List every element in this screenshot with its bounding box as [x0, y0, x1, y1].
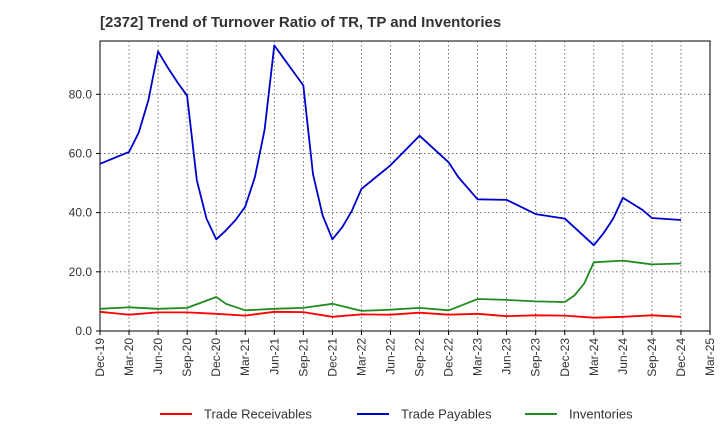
- x-tick-label: Dec-20: [209, 338, 223, 377]
- chart-title: [2372] Trend of Turnover Ratio of TR, TP…: [100, 14, 502, 31]
- series-line-trade-receivables: [99, 310, 682, 319]
- x-tick-label: Dec-19: [93, 338, 107, 377]
- y-tick-label: 40.0: [69, 206, 93, 220]
- x-tick-label: Jun-20: [151, 338, 165, 375]
- x-tick-label: Dec-21: [325, 338, 339, 377]
- y-tick-label: 20.0: [69, 265, 93, 279]
- x-tick-label: Mar-24: [587, 338, 601, 376]
- x-tick-label: Mar-25: [703, 338, 717, 376]
- x-tick-label: Sep-24: [645, 338, 659, 377]
- y-tick-label: 60.0: [69, 146, 93, 160]
- x-tick-label: Dec-24: [674, 338, 688, 377]
- x-tick-label: Jun-23: [500, 338, 514, 375]
- legend-label-trade-receivables: Trade Receivables: [204, 407, 312, 422]
- y-tick-label: 0.0: [75, 324, 92, 338]
- y-tick-label: 80.0: [69, 87, 93, 101]
- x-tick-label: Dec-23: [558, 338, 572, 377]
- x-tick-label: Jun-21: [267, 338, 281, 375]
- plot-area: [99, 40, 711, 332]
- series-line-inventories: [99, 259, 682, 312]
- series-line-trade-payables: [99, 44, 682, 247]
- x-tick-label: Mar-22: [354, 338, 368, 376]
- x-tick-label: Sep-20: [180, 338, 194, 377]
- axis-layer: Dec-19 Mar-20 Jun-20 Sep-20 Dec-20 Mar-21 Jun-…: [69, 87, 717, 376]
- series-layer: [99, 44, 682, 319]
- legend-label-trade-payables: Trade Payables: [401, 407, 492, 422]
- grid-layer: [100, 41, 710, 331]
- x-tick-label: Dec-22: [442, 338, 456, 377]
- x-tick-label: Mar-20: [122, 338, 136, 376]
- legend: Trade Receivables Trade Payables Inventori…: [160, 407, 633, 422]
- x-tick-label: Jun-24: [616, 338, 630, 375]
- x-tick-label: Mar-21: [238, 338, 252, 376]
- x-tick-label: Mar-23: [471, 338, 485, 376]
- legend-label-inventories: Inventories: [569, 407, 633, 422]
- x-tick-label: Sep-22: [413, 338, 427, 377]
- x-tick-label: Jun-22: [383, 338, 397, 375]
- x-tick-label: Sep-21: [296, 338, 310, 377]
- x-tick-label: Sep-23: [529, 338, 543, 377]
